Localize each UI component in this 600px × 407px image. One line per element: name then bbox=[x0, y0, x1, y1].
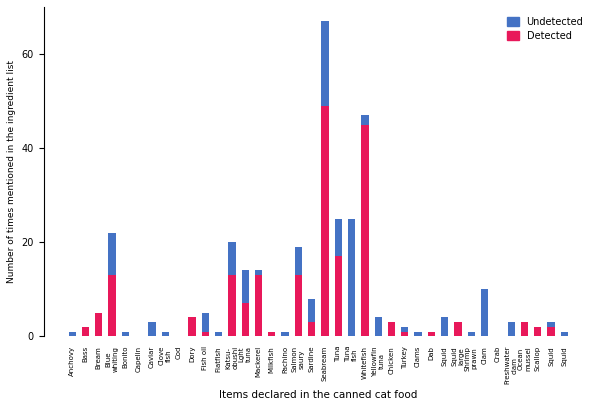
Bar bbox=[68, 332, 76, 336]
Bar bbox=[295, 247, 302, 275]
Bar bbox=[441, 317, 448, 336]
Bar bbox=[521, 322, 528, 336]
Bar bbox=[361, 115, 368, 125]
Bar bbox=[361, 125, 368, 336]
Bar bbox=[268, 332, 275, 336]
Bar bbox=[547, 327, 555, 336]
Bar bbox=[428, 332, 435, 336]
Bar bbox=[547, 322, 555, 327]
Legend: Undetected, Detected: Undetected, Detected bbox=[502, 12, 588, 46]
Bar bbox=[308, 299, 316, 322]
Bar bbox=[228, 275, 236, 336]
Bar bbox=[215, 332, 222, 336]
Bar bbox=[467, 332, 475, 336]
Bar bbox=[255, 275, 262, 336]
Bar bbox=[335, 219, 342, 256]
Bar bbox=[561, 332, 568, 336]
Bar bbox=[281, 332, 289, 336]
Bar bbox=[348, 219, 355, 336]
Y-axis label: Number of times mentioned in the ingredient list: Number of times mentioned in the ingredi… bbox=[7, 60, 16, 283]
Bar bbox=[415, 332, 422, 336]
Bar bbox=[202, 332, 209, 336]
Bar bbox=[109, 275, 116, 336]
Bar bbox=[534, 327, 541, 336]
Bar bbox=[401, 332, 409, 336]
Bar bbox=[161, 332, 169, 336]
Bar bbox=[109, 233, 116, 275]
X-axis label: Items declared in the canned cat food: Items declared in the canned cat food bbox=[219, 390, 418, 400]
Bar bbox=[188, 317, 196, 336]
Bar bbox=[228, 242, 236, 275]
Bar bbox=[322, 106, 329, 336]
Bar bbox=[308, 322, 316, 336]
Bar bbox=[374, 317, 382, 336]
Bar bbox=[148, 322, 156, 336]
Bar bbox=[508, 322, 515, 336]
Bar bbox=[95, 313, 103, 336]
Bar bbox=[388, 322, 395, 336]
Bar bbox=[401, 327, 409, 332]
Bar bbox=[122, 332, 129, 336]
Bar bbox=[242, 270, 249, 303]
Bar bbox=[481, 289, 488, 336]
Bar bbox=[454, 322, 461, 336]
Bar bbox=[322, 21, 329, 106]
Bar bbox=[242, 303, 249, 336]
Bar bbox=[335, 256, 342, 336]
Bar bbox=[295, 275, 302, 336]
Bar bbox=[255, 270, 262, 275]
Bar bbox=[82, 327, 89, 336]
Bar bbox=[202, 313, 209, 332]
